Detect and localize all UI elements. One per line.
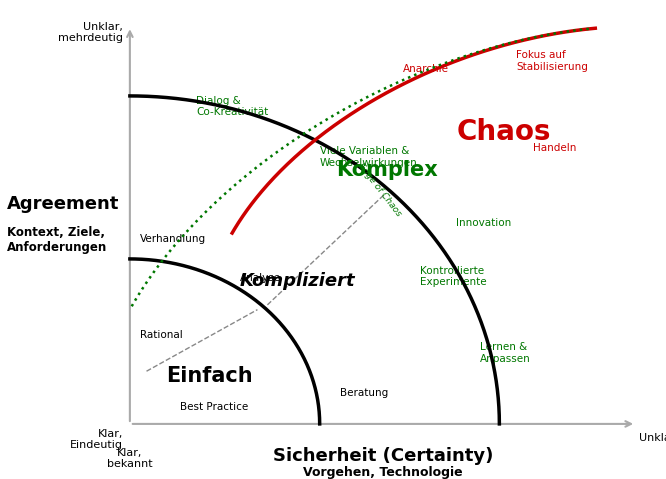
Text: Unklar,
mehrdeutig: Unklar, mehrdeutig [58,22,123,43]
Text: Komplex: Komplex [336,160,438,180]
Text: Innovation: Innovation [456,217,511,228]
Text: Viele Variablen &
Wechselwirkungen: Viele Variablen & Wechselwirkungen [320,146,418,168]
Text: Beratung: Beratung [340,388,388,398]
Text: Fokus auf
Stabilisierung: Fokus auf Stabilisierung [516,50,588,72]
Text: Handeln: Handeln [533,143,576,153]
Text: Analyse: Analyse [240,273,281,283]
Text: Anarchie: Anarchie [403,64,449,74]
Text: Vorgehen, Technologie: Vorgehen, Technologie [303,466,463,479]
Text: Klar,
bekannt: Klar, bekannt [107,448,153,469]
Text: Rational: Rational [140,330,182,340]
Text: Klar,
Eindeutig: Klar, Eindeutig [70,429,123,450]
Text: Lernen &
Anpassen: Lernen & Anpassen [480,342,530,364]
Text: Sicherheit (Certainty): Sicherheit (Certainty) [273,446,493,465]
Text: Kontrollierte
Experimente: Kontrollierte Experimente [420,266,486,287]
Text: Dialog &
Co-Kreativität: Dialog & Co-Kreativität [196,96,268,117]
Text: Chaos: Chaos [456,118,551,146]
Text: Verhandlung: Verhandlung [140,234,206,244]
Text: Unklar, Neu: Unklar, Neu [639,433,666,444]
Text: Edge of Chaos: Edge of Chaos [356,161,404,218]
Text: Best Practice: Best Practice [180,402,248,412]
Text: Kompliziert: Kompliziert [240,272,356,290]
Text: Kontext, Ziele,
Anforderungen: Kontext, Ziele, Anforderungen [7,226,107,253]
Text: Einfach: Einfach [166,365,253,386]
Text: Agreement: Agreement [7,194,119,213]
